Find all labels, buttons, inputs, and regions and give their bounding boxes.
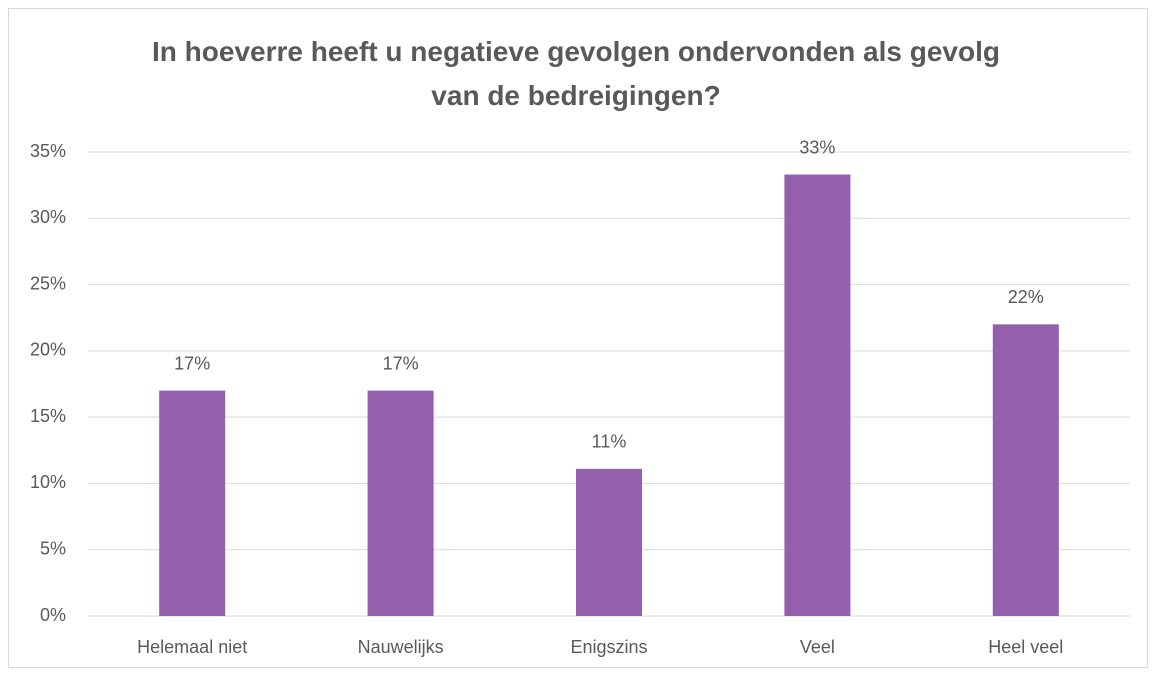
data-label: 33%	[799, 137, 835, 157]
y-tick-label: 10%	[30, 472, 66, 492]
data-label: 11%	[592, 432, 627, 452]
y-tick-label: 15%	[30, 406, 66, 426]
x-tick-label: Helemaal niet	[137, 637, 247, 657]
x-tick-label: Heel veel	[988, 637, 1063, 657]
y-tick-label: 25%	[30, 273, 66, 293]
x-tick-label: Enigszins	[570, 637, 647, 657]
data-label: 17%	[383, 353, 419, 373]
data-label: 22%	[1008, 287, 1044, 307]
x-tick-label: Veel	[800, 637, 835, 657]
bar	[159, 390, 226, 616]
y-tick-label: 20%	[30, 340, 66, 360]
y-tick-label: 35%	[30, 141, 66, 161]
y-tick-label: 5%	[40, 538, 66, 558]
bar	[784, 174, 851, 616]
x-tick-label: Nauwelijks	[358, 637, 444, 657]
bar	[367, 390, 434, 616]
chart-frame	[8, 8, 1148, 668]
y-tick-label: 0%	[40, 605, 66, 625]
bar	[576, 468, 642, 616]
y-tick-label: 30%	[30, 207, 66, 227]
data-label: 17%	[174, 353, 210, 373]
bar	[992, 324, 1059, 616]
chart-title: In hoeverre heeft u negatieve gevolgen o…	[152, 36, 1000, 111]
